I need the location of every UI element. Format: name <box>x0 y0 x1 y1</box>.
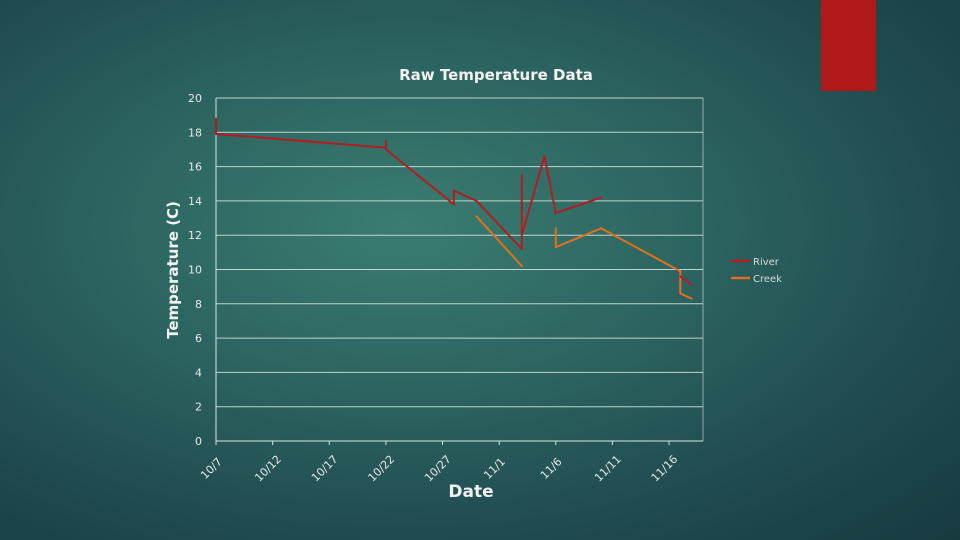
accent-bar <box>821 0 876 91</box>
y-tick-label: 12 <box>188 229 202 242</box>
y-tick-label: 10 <box>188 264 202 277</box>
series-line-river-3 <box>679 275 693 286</box>
x-tick-label: 10/7 <box>198 455 225 482</box>
y-tick-label: 6 <box>195 332 202 345</box>
series-line-river-0 <box>215 117 603 250</box>
y-tick-labels: 0 2 4 6 8 10 12 14 16 18 20 <box>188 92 202 448</box>
y-tick-label: 18 <box>188 126 202 139</box>
x-tick-label: 11/11 <box>592 453 624 485</box>
series-lines <box>215 117 693 300</box>
y-axis-title: Temperature (C) <box>164 201 182 339</box>
axes <box>215 98 704 445</box>
x-tick-label: 11/16 <box>649 453 681 485</box>
y-tick-label: 4 <box>195 366 202 379</box>
y-tick-label: 20 <box>188 92 202 105</box>
y-tick-label: 2 <box>195 401 202 414</box>
y-tick-label: 16 <box>188 161 202 174</box>
x-tick-label: 10/27 <box>422 453 454 485</box>
y-tick-label: 14 <box>188 195 202 208</box>
y-tick-label: 8 <box>195 298 202 311</box>
x-tick-label: 11/6 <box>538 455 565 482</box>
legend-creek-label: Creek <box>753 274 782 285</box>
x-tick-label: 10/22 <box>366 453 398 485</box>
grid <box>216 97 703 408</box>
legend: River Creek <box>731 257 782 285</box>
x-tick-label: 10/17 <box>309 453 341 485</box>
legend-river-label: River <box>753 257 780 268</box>
x-tick-label: 10/12 <box>252 453 284 485</box>
series-line-creek-2 <box>554 227 693 300</box>
x-tick-label: 11/1 <box>481 455 508 482</box>
chart-title: Raw Temperature Data <box>399 66 593 84</box>
x-axis-title: Date <box>448 482 493 502</box>
series-line-creek-1 <box>475 215 523 268</box>
y-tick-label: 0 <box>195 435 202 448</box>
x-tick-labels: 10/7 10/12 10/17 10/22 10/27 11/1 11/6 11/11 11/… <box>198 453 680 485</box>
